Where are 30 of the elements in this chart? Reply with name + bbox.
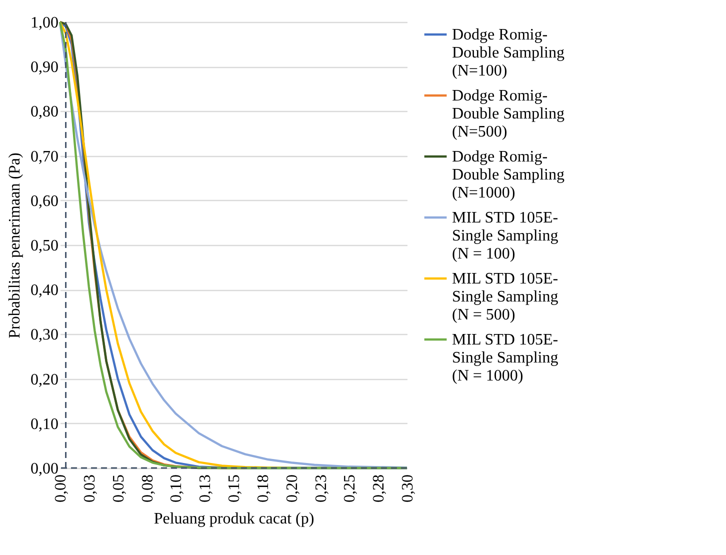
x-tick-label: 0,10: [168, 474, 186, 502]
y-tick-label: 0,30: [30, 326, 58, 344]
y-axis-title: Probabilitas penerimaan (Pa): [6, 152, 24, 338]
x-tick-label: 0,25: [342, 474, 359, 502]
legend-label: Dodge Romig-Double Sampling (N=100): [452, 26, 564, 80]
y-tick-label: 0,80: [30, 104, 58, 121]
x-tick-label: 0,13: [197, 474, 214, 502]
y-tick-label: 0,20: [30, 371, 58, 388]
y-tick-label: 0,60: [30, 192, 58, 210]
legend-label: MIL STD 105E-Single Sampling (N = 100): [452, 210, 558, 262]
legend-label: Dodge Romig-Double Sampling (N=1000): [452, 148, 564, 202]
y-tick-label: 0,70: [30, 148, 58, 166]
x-tick-label: 0,15: [226, 474, 243, 502]
x-tick-label: 0,30: [400, 474, 416, 502]
y-tick-label: 0,10: [30, 416, 58, 433]
x-tick-label: 0,03: [81, 474, 98, 502]
y-tick-label: 0,50: [30, 238, 58, 254]
y-tick-label: 0,40: [30, 282, 58, 300]
legend-label: Dodge Romig-Double Sampling (N=500): [452, 88, 564, 140]
legend-label: MIL STD 105E-Single Sampling (N = 500): [452, 270, 558, 324]
legend-label: MIL STD 105E-Single Sampling (N = 1000): [452, 332, 558, 384]
x-tick-label: 0,08: [139, 474, 156, 502]
x-tick-label: 0,18: [254, 474, 272, 502]
x-axis-title: Peluang produk cacat (p): [154, 510, 314, 528]
y-tick-label: 0,90: [30, 59, 58, 76]
x-tick-label: 0,28: [370, 474, 388, 502]
y-tick-label: 1,00: [30, 14, 58, 32]
x-tick-label: 0,20: [284, 474, 301, 502]
x-tick-label: 0,05: [110, 474, 128, 502]
x-tick-label: 0,23: [312, 474, 330, 502]
